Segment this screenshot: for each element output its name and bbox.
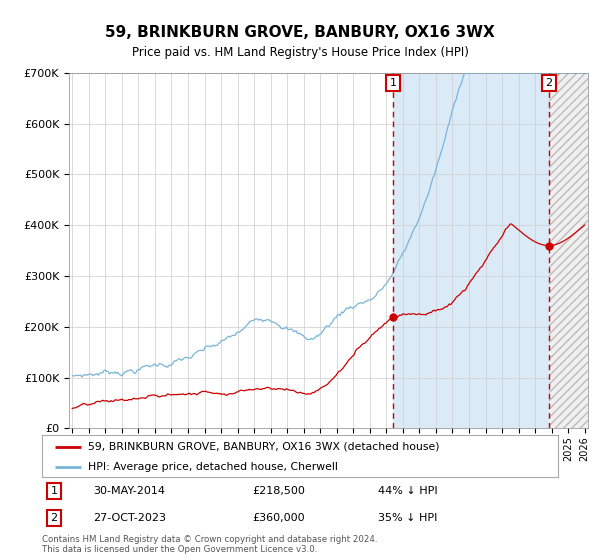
Text: 35% ↓ HPI: 35% ↓ HPI [378,513,437,523]
Text: HPI: Average price, detached house, Cherwell: HPI: Average price, detached house, Cher… [88,461,338,472]
Text: 59, BRINKBURN GROVE, BANBURY, OX16 3WX: 59, BRINKBURN GROVE, BANBURY, OX16 3WX [105,25,495,40]
Text: 1: 1 [50,486,58,496]
Text: 1: 1 [389,78,397,88]
Text: 44% ↓ HPI: 44% ↓ HPI [378,486,437,496]
Bar [548,73,600,428]
Text: £360,000: £360,000 [252,513,305,523]
Text: 27-OCT-2023: 27-OCT-2023 [93,513,166,523]
Text: 2: 2 [545,78,552,88]
Text: 59, BRINKBURN GROVE, BANBURY, OX16 3WX (detached house): 59, BRINKBURN GROVE, BANBURY, OX16 3WX (… [88,442,440,452]
Text: Contains HM Land Registry data © Crown copyright and database right 2024.
This d: Contains HM Land Registry data © Crown c… [42,535,377,554]
Text: £218,500: £218,500 [252,486,305,496]
Text: 2: 2 [50,513,58,523]
Text: 30-MAY-2014: 30-MAY-2014 [93,486,165,496]
Text: Price paid vs. HM Land Registry's House Price Index (HPI): Price paid vs. HM Land Registry's House … [131,46,469,59]
Bar [393,73,548,428]
